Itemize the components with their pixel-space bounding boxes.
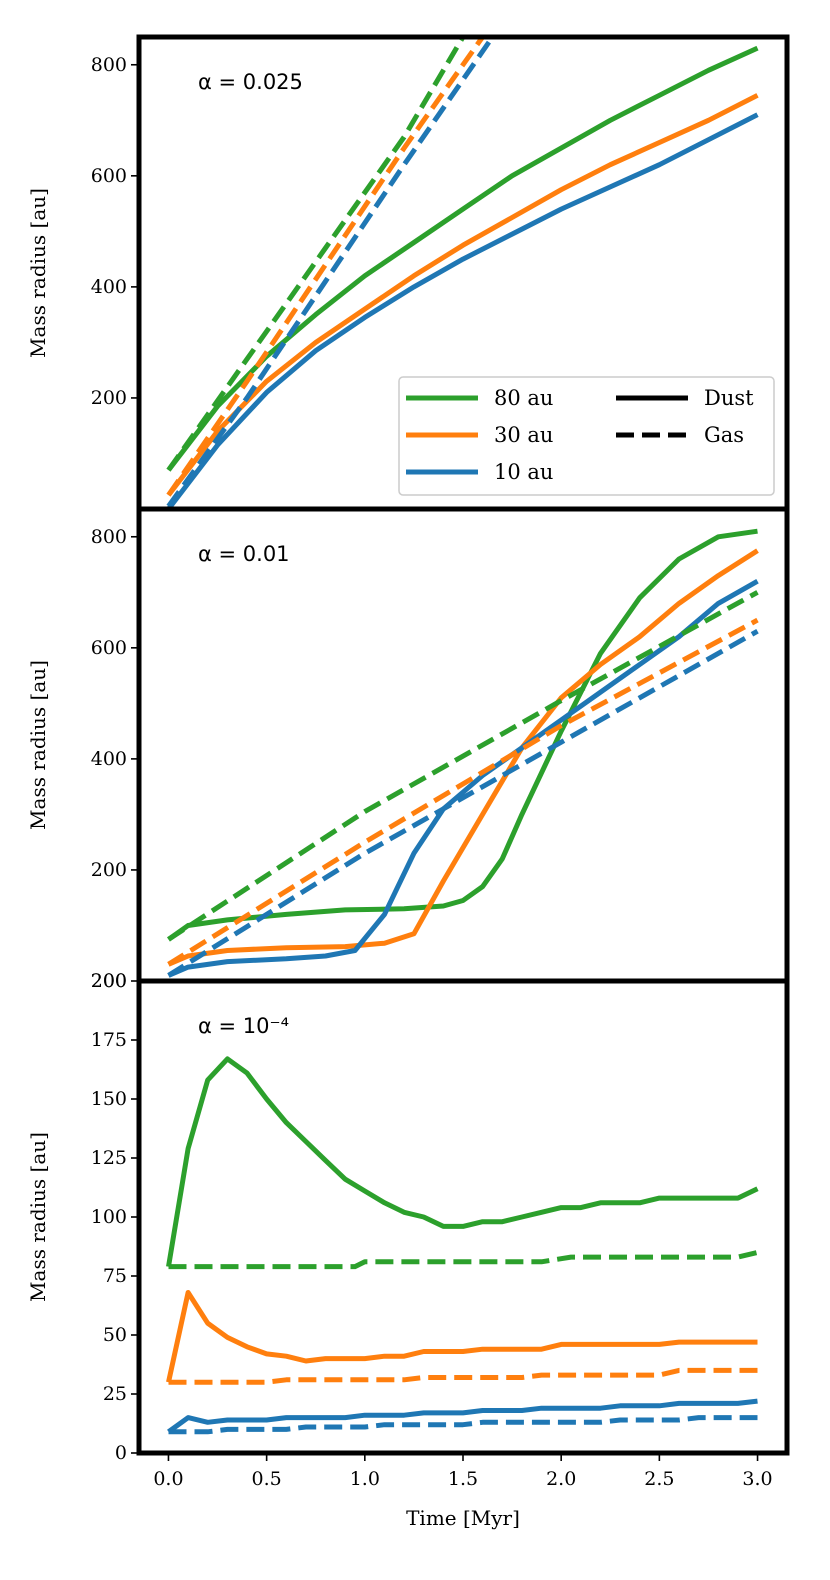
series-80au-gas xyxy=(168,1249,759,1270)
panel-alpha-0.025: 200 400 600 800 α = 0.025 Mass radius [au] 80 … xyxy=(26,34,790,512)
x-tick-label: 0.0 xyxy=(153,1468,183,1490)
legend: 80 au 30 au 10 au Dust Gas xyxy=(398,376,775,496)
series-10au-gas xyxy=(168,1415,758,1435)
y-axis-label: Mass radius [au] xyxy=(26,660,50,830)
series-10au-dust xyxy=(167,1398,758,1434)
y-tick-label: 400 xyxy=(91,748,127,770)
axes-frame xyxy=(136,506,790,984)
series-group xyxy=(167,528,759,978)
series-80au-gas xyxy=(166,37,466,472)
y-tick-label: 200 xyxy=(91,387,127,409)
series-group xyxy=(166,1056,759,1435)
series-80au-dust xyxy=(166,1056,759,1268)
series-30au-gas xyxy=(167,617,759,967)
y-tick-label: 75 xyxy=(103,1265,127,1287)
y-tick-label: 600 xyxy=(91,637,127,659)
panel-alpha-1e-4: 0 25 50 75 100 125 150 175 200 α = 10⁻⁴ Mass radiu… xyxy=(26,970,790,1530)
legend-label: Dust xyxy=(704,386,754,410)
series-10au-gas xyxy=(167,629,759,978)
alpha-annotation: α = 0.025 xyxy=(198,70,303,94)
y-tick-label: 100 xyxy=(91,1206,127,1228)
legend-label: 80 au xyxy=(494,386,553,410)
series-10au-gas xyxy=(166,37,495,508)
x-tick-label: 2.0 xyxy=(546,1468,576,1490)
y-tick-label: 50 xyxy=(103,1324,127,1346)
series-30au-gas xyxy=(166,37,485,497)
y-tick-label: 800 xyxy=(91,54,127,76)
legend-label: Gas xyxy=(704,423,744,447)
x-tick-label: 2.5 xyxy=(644,1468,674,1490)
x-tick-label: 1.5 xyxy=(448,1468,478,1490)
x-axis-label: Time [Myr] xyxy=(406,1506,520,1530)
legend-box xyxy=(398,376,775,496)
y-axis-label: Mass radius [au] xyxy=(26,1132,50,1302)
series-80au-dust xyxy=(167,528,758,942)
y-tick-label: 25 xyxy=(103,1383,127,1405)
y-tick-label: 150 xyxy=(91,1088,127,1110)
series-30au-dust xyxy=(167,548,759,967)
panel-alpha-0.01: 200 400 600 800 200 α = 0.01 Mass radius [au] xyxy=(26,506,790,992)
series-30au-dust xyxy=(166,1290,758,1383)
y-tick-label: 200 xyxy=(91,970,127,992)
y-tick-label: 800 xyxy=(91,526,127,548)
series-group xyxy=(166,37,759,509)
series-80au-gas xyxy=(167,590,759,942)
y-tick-label: 400 xyxy=(91,276,127,298)
y-tick-label: 200 xyxy=(91,970,127,992)
y-axis-label: Mass radius [au] xyxy=(26,188,50,358)
series-30au-gas xyxy=(168,1367,758,1385)
y-tick-label: 125 xyxy=(91,1147,127,1169)
alpha-annotation: α = 10⁻⁴ xyxy=(198,1014,289,1038)
x-tick-label: 3.0 xyxy=(742,1468,772,1490)
legend-label: 30 au xyxy=(494,423,553,447)
series-10au-dust xyxy=(166,112,759,509)
x-tick-label: 1.0 xyxy=(350,1468,380,1490)
x-tick-label: 0.5 xyxy=(252,1468,282,1490)
y-tick-label: 200 xyxy=(91,859,127,881)
y-tick-label: 0 xyxy=(115,1442,127,1464)
y-tick-label: 175 xyxy=(91,1029,127,1051)
y-tick-label: 600 xyxy=(91,165,127,187)
alpha-annotation: α = 0.01 xyxy=(198,542,290,566)
legend-label: 10 au xyxy=(494,460,553,484)
series-30au-dust xyxy=(166,93,759,497)
